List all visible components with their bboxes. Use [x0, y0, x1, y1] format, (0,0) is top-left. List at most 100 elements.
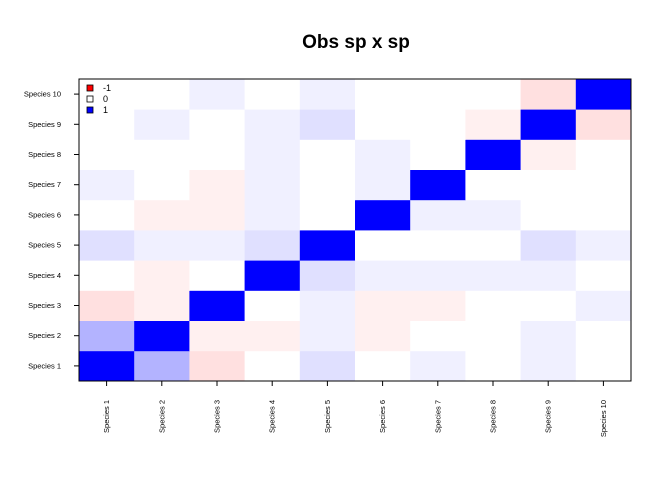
- y-tick-label: Species 4: [28, 271, 61, 280]
- heatmap-cell: [465, 79, 521, 110]
- heatmap-cell: [575, 199, 632, 231]
- heatmap-cell: [79, 230, 135, 261]
- x-tick-label: Species 5: [323, 400, 332, 433]
- heatmap-cell: [520, 169, 577, 201]
- heatmap-cell: [410, 290, 466, 321]
- y-tick-label: Species 3: [28, 301, 61, 310]
- heatmap-cell: [575, 169, 632, 201]
- heatmap-cell: [465, 320, 521, 352]
- y-tick-label: Species 9: [28, 120, 61, 129]
- heatmap-cell: [465, 260, 521, 291]
- heatmap-cells: [79, 79, 632, 382]
- heatmap-cell: [410, 320, 466, 352]
- heatmap-cell: [520, 109, 577, 140]
- heatmap-cell: [355, 290, 411, 321]
- heatmap-cell: [465, 199, 521, 231]
- heatmap-cell: [244, 139, 301, 170]
- heatmap-cell: [520, 260, 577, 291]
- heatmap-cell: [410, 199, 466, 231]
- heatmap-cell: [355, 350, 411, 382]
- heatmap-cell: [520, 230, 577, 261]
- heatmap-cell: [299, 169, 356, 201]
- x-tick-label: Species 10: [599, 400, 608, 437]
- heatmap-cell: [465, 290, 521, 321]
- heatmap-cell: [410, 260, 466, 291]
- heatmap-cell: [244, 169, 301, 201]
- heatmap-cell: [134, 199, 190, 231]
- heatmap-cell: [134, 169, 190, 201]
- heatmap-cell: [244, 320, 301, 352]
- plot-frame: [78, 78, 632, 382]
- heatmap-cell: [189, 139, 245, 170]
- heatmap-cell: [410, 109, 466, 140]
- legend-label: -1: [103, 83, 111, 93]
- heatmap-cell: [299, 260, 356, 291]
- heatmap-cell: [355, 230, 411, 261]
- heatmap-cell: [79, 199, 135, 231]
- legend-swatch: [86, 95, 94, 103]
- heatmap-cell: [465, 230, 521, 261]
- heatmap-cell: [355, 199, 411, 231]
- heatmap-cell: [299, 109, 356, 140]
- heatmap-cell: [299, 79, 356, 110]
- legend-label: 1: [103, 105, 108, 115]
- heatmap-cell: [575, 320, 632, 352]
- heatmap-cell: [465, 350, 521, 382]
- heatmap-cell: [189, 350, 245, 382]
- heatmap-cell: [244, 260, 301, 291]
- heatmap-cell: [575, 79, 632, 110]
- heatmap-cell: [575, 290, 632, 321]
- heatmap-cell: [134, 350, 190, 382]
- heatmap-cell: [134, 139, 190, 170]
- heatmap-cell: [134, 230, 190, 261]
- heatmap-cell: [189, 290, 245, 321]
- heatmap-cell: [355, 139, 411, 170]
- heatmap-cell: [575, 260, 632, 291]
- heatmap-cell: [189, 320, 245, 352]
- heatmap-cell: [134, 109, 190, 140]
- y-axis: Species 1 Species 2 Species 3 Species 4 Spec…: [24, 90, 79, 370]
- heatmap-cell: [575, 350, 632, 382]
- heatmap-cell: [465, 169, 521, 201]
- heatmap-cell: [410, 139, 466, 170]
- heatmap-cell: [465, 139, 521, 170]
- heatmap-cell: [79, 169, 135, 201]
- heatmap-cell: [355, 260, 411, 291]
- heatmap-cell: [189, 260, 245, 291]
- y-tick-label: Species 5: [28, 241, 61, 250]
- heatmap-cell: [299, 139, 356, 170]
- x-tick-label: Species 8: [489, 400, 498, 433]
- heatmap-cell: [79, 79, 135, 110]
- x-tick-label: Species 9: [544, 400, 553, 433]
- x-tick-label: Species 6: [378, 400, 387, 433]
- heatmap-cell: [355, 320, 411, 352]
- heatmap-cell: [244, 79, 301, 110]
- x-tick-label: Species 7: [433, 400, 442, 433]
- legend-label: 0: [103, 94, 108, 104]
- heatmap-cell: [79, 109, 135, 140]
- heatmap-cell: [355, 79, 411, 110]
- heatmap-cell: [410, 350, 466, 382]
- heatmap-cell: [189, 109, 245, 140]
- heatmap-cell: [520, 199, 577, 231]
- x-axis: Species 1 Species 2 Species 3 Species 4 Spec…: [102, 381, 608, 437]
- heatmap-cell: [355, 109, 411, 140]
- heatmap-cell: [189, 230, 245, 261]
- heatmap-cell: [355, 169, 411, 201]
- heatmap-cell: [79, 290, 135, 321]
- heatmap-cell: [244, 230, 301, 261]
- heatmap-cell: [189, 169, 245, 201]
- y-tick-label: Species 6: [28, 210, 61, 219]
- heatmap-cell: [410, 169, 466, 201]
- heatmap-cell: [575, 139, 632, 170]
- heatmap-cell: [79, 320, 135, 352]
- x-tick-label: Species 2: [157, 400, 166, 433]
- x-tick-label: Species 1: [102, 400, 111, 433]
- heatmap-cell: [299, 350, 356, 382]
- heatmap-cell: [134, 79, 190, 110]
- y-tick-label: Species 2: [28, 331, 61, 340]
- y-tick-label: Species 8: [28, 150, 61, 159]
- heatmap-cell: [465, 109, 521, 140]
